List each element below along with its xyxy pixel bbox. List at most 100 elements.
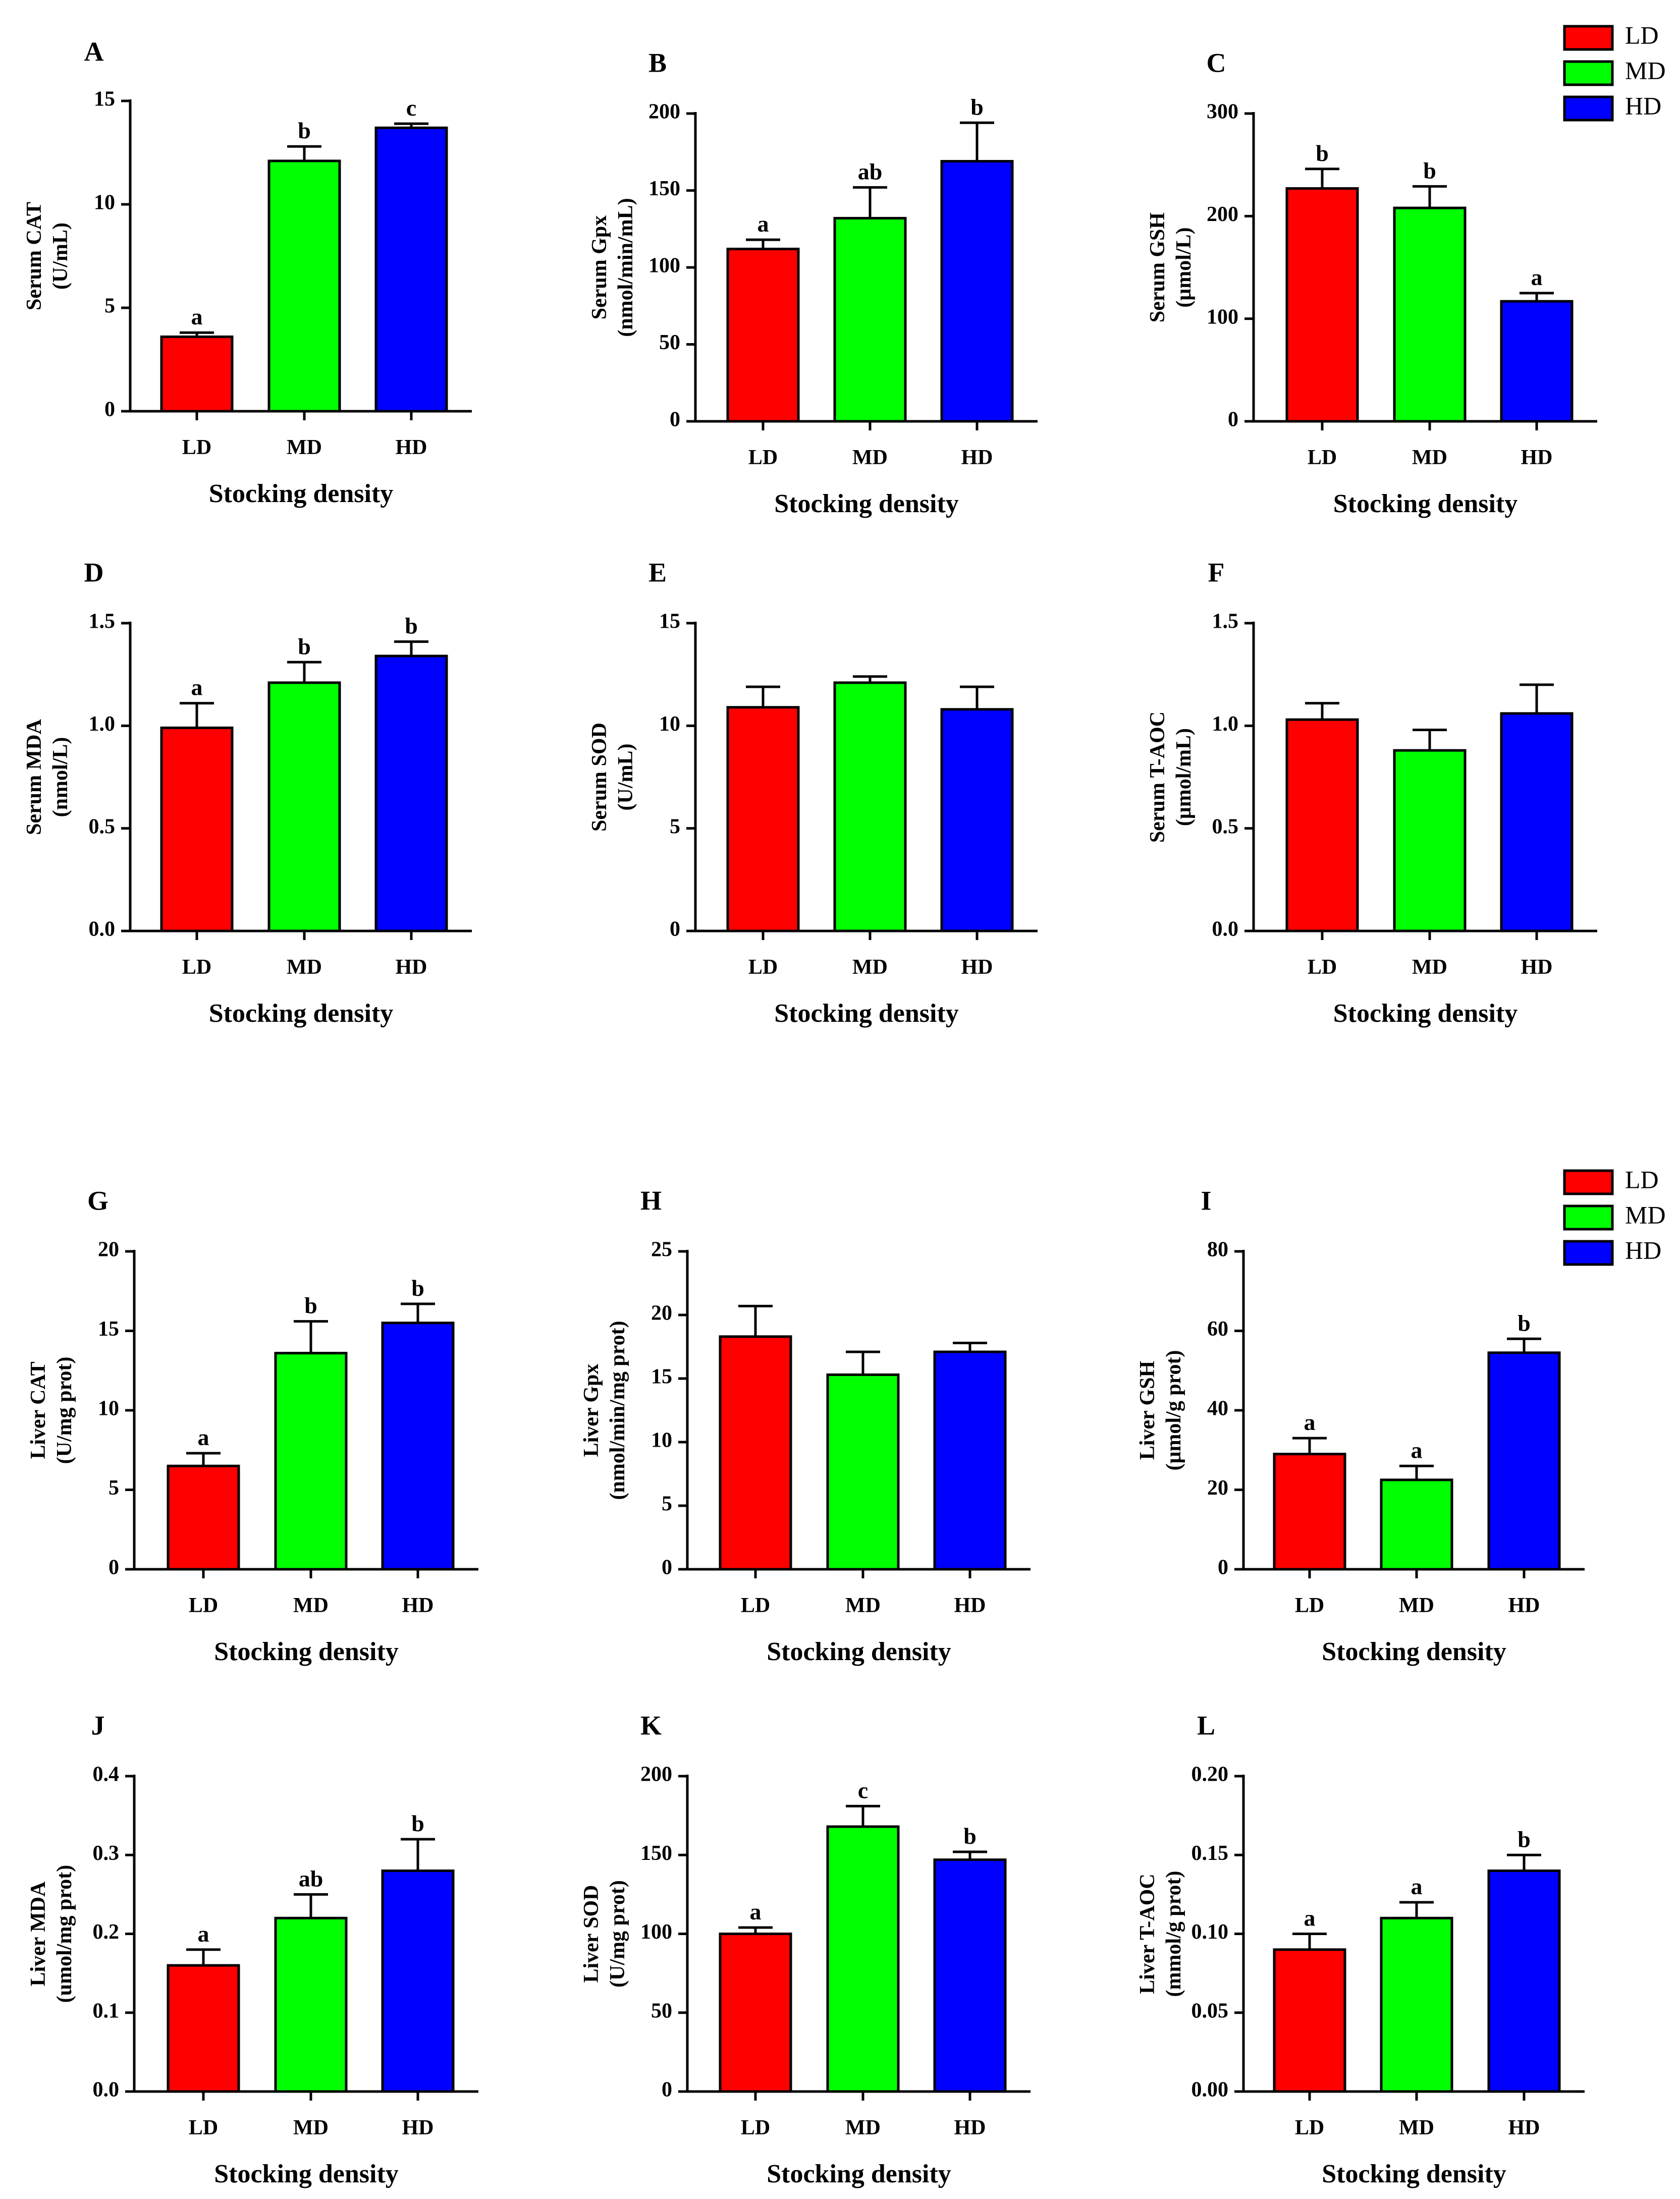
- significance-letter: b: [963, 1823, 977, 1849]
- panel-letter: L: [1197, 1710, 1215, 1740]
- x-axis-title: Stocking density: [1333, 999, 1518, 1028]
- y-tick-label: 0: [109, 1556, 119, 1579]
- bar-hd: [1500, 712, 1574, 932]
- significance-letter: b: [298, 118, 311, 143]
- y-tick-label: 15: [94, 88, 115, 111]
- panel-letter: D: [84, 557, 104, 587]
- y-tick-label: 1.5: [1212, 610, 1239, 633]
- bar-hd: [1500, 300, 1574, 423]
- legend-swatch-md: [1563, 1204, 1614, 1231]
- x-tick-label: LD: [748, 446, 778, 469]
- bar-hd: [933, 1858, 1007, 2093]
- y-axis-title: Serum T-AOC (μmol/mL): [1146, 711, 1196, 843]
- x-tick-label: MD: [293, 2116, 329, 2139]
- y-tick-label: 0.5: [1212, 815, 1239, 838]
- y-axis-title-line: (nmol/min/mg prot): [606, 1321, 629, 1500]
- legend-swatch-hd: [1563, 1240, 1614, 1266]
- y-tick-label: 5: [104, 295, 115, 318]
- significance-letter: a: [191, 675, 203, 700]
- bar-ld: [167, 1464, 240, 1571]
- y-tick-label: 50: [651, 1999, 672, 2022]
- significance-letter: ab: [858, 158, 883, 184]
- bar-md: [267, 159, 341, 413]
- significance-letter: b: [970, 94, 984, 120]
- y-tick-label: 0: [104, 398, 115, 421]
- bar-hd: [933, 1350, 1007, 1571]
- significance-letter: a: [198, 1424, 209, 1450]
- legend-swatch-md: [1563, 60, 1614, 86]
- x-axis-title: Stocking density: [767, 2160, 951, 2188]
- y-tick-label: 0.0: [89, 918, 116, 941]
- y-axis-title-line: Liver SOD: [580, 1885, 603, 1983]
- significance-letter: a: [1304, 1905, 1316, 1931]
- bar-hd: [381, 1322, 455, 1571]
- y-axis-title-line: (umol/mg prot): [53, 1865, 76, 2003]
- bar-ld: [167, 1964, 240, 2093]
- x-tick-label: HD: [961, 446, 993, 469]
- bar-hd: [940, 708, 1014, 932]
- chart-panel-l: La LD a MD b HD 0.00 0.05 0.10 0.15 0.20 Stocking d…: [1136, 1710, 1585, 2188]
- y-tick-label: 40: [1207, 1397, 1228, 1420]
- y-tick-label: 10: [659, 712, 680, 736]
- panel-letter: E: [648, 557, 667, 587]
- legend-label: LD: [1625, 21, 1659, 49]
- y-axis-title-line: (U/mg prot): [606, 1880, 629, 1988]
- chart-panel-i: Ia LD a MD b HD 0 20 40 60 80 Stocking density Liver…: [1136, 1185, 1585, 1666]
- bar-md: [267, 681, 341, 932]
- y-tick-label: 0: [670, 408, 680, 431]
- chart-panel-j: Ja LD ab MD b HD 0.0 0.1 0.2 0.3 0.4 Stocking densi…: [27, 1710, 478, 2188]
- y-axis-title-line: Serum Gpx: [588, 215, 611, 320]
- chart-panel-g: Ga LD b MD b HD 0 5 10 15 20 Stocking density Liver …: [27, 1185, 478, 1666]
- bar-hd: [1487, 1870, 1561, 2093]
- y-tick-label: 20: [651, 1302, 672, 1325]
- y-tick-label: 5: [109, 1476, 119, 1500]
- y-tick-label: 15: [651, 1365, 672, 1389]
- y-tick-label: 20: [1207, 1476, 1228, 1500]
- significance-letter: b: [1518, 1826, 1531, 1852]
- chart-panel-a: Aa LD b MD c HD 0 5 10 15 Stocking density Serum CA…: [23, 36, 472, 508]
- y-tick-label: 15: [659, 610, 680, 633]
- panel-letter: H: [640, 1185, 662, 1216]
- x-tick-label: HD: [402, 1594, 434, 1617]
- x-axis-title: Stocking density: [214, 2160, 399, 2188]
- y-tick-label: 100: [1207, 305, 1238, 328]
- y-tick-label: 0: [670, 918, 680, 941]
- y-axis-title: Liver T-AOC (mmol/g prot): [1136, 1871, 1185, 1997]
- y-tick-label: 0.10: [1191, 1920, 1229, 1944]
- y-tick-label: 0.20: [1191, 1763, 1229, 1786]
- x-tick-label: LD: [189, 2116, 218, 2139]
- significance-letter: b: [1518, 1310, 1531, 1336]
- significance-letter: a: [1411, 1874, 1423, 1899]
- significance-letter: b: [304, 1293, 317, 1318]
- y-tick-label: 20: [98, 1238, 119, 1261]
- significance-letter: a: [1304, 1409, 1316, 1435]
- y-tick-label: 100: [640, 1920, 672, 1944]
- y-tick-label: 0.0: [1212, 918, 1239, 941]
- x-tick-label: MD: [293, 1594, 329, 1617]
- x-axis-title: Stocking density: [774, 999, 959, 1028]
- chart-panel-c: Cb LD b MD a HD 0 100 200 300 Stocking density Seru…: [1146, 47, 1597, 518]
- legend: LD MD HD: [1563, 1165, 1666, 1266]
- chart-panel-b: Ba LD ab MD b HD 0 50 100 150 200 Stocking density S…: [588, 47, 1038, 518]
- y-tick-label: 0.05: [1191, 1999, 1229, 2022]
- x-tick-label: LD: [1295, 1594, 1324, 1617]
- panel-letter: G: [87, 1185, 109, 1216]
- y-axis-title: Liver Gpx (nmol/min/mg prot): [580, 1321, 629, 1500]
- y-tick-label: 0.15: [1191, 1842, 1229, 1865]
- bar-md: [274, 1352, 348, 1571]
- y-tick-label: 0: [1228, 408, 1238, 431]
- y-tick-label: 10: [651, 1429, 672, 1452]
- y-tick-label: 150: [640, 1842, 672, 1865]
- chart-panel-e: E LD MD HD 0 5 10 15 Stocking density Serum SOD (U…: [588, 557, 1038, 1028]
- bar-md: [833, 681, 907, 932]
- bar-md: [1380, 1916, 1453, 2093]
- significance-letter: c: [406, 95, 416, 121]
- legend-label: MD: [1625, 1200, 1666, 1229]
- bar-ld: [719, 1335, 792, 1571]
- y-tick-label: 1.0: [89, 712, 116, 736]
- bar-md: [1393, 749, 1467, 932]
- y-tick-label: 10: [94, 191, 115, 214]
- x-tick-label: HD: [954, 1594, 986, 1617]
- panel-letter: C: [1207, 47, 1226, 78]
- chart-panel-d: Da LD b MD b HD 0.0 0.5 1.0 1.5 Stocking density Se…: [23, 557, 472, 1028]
